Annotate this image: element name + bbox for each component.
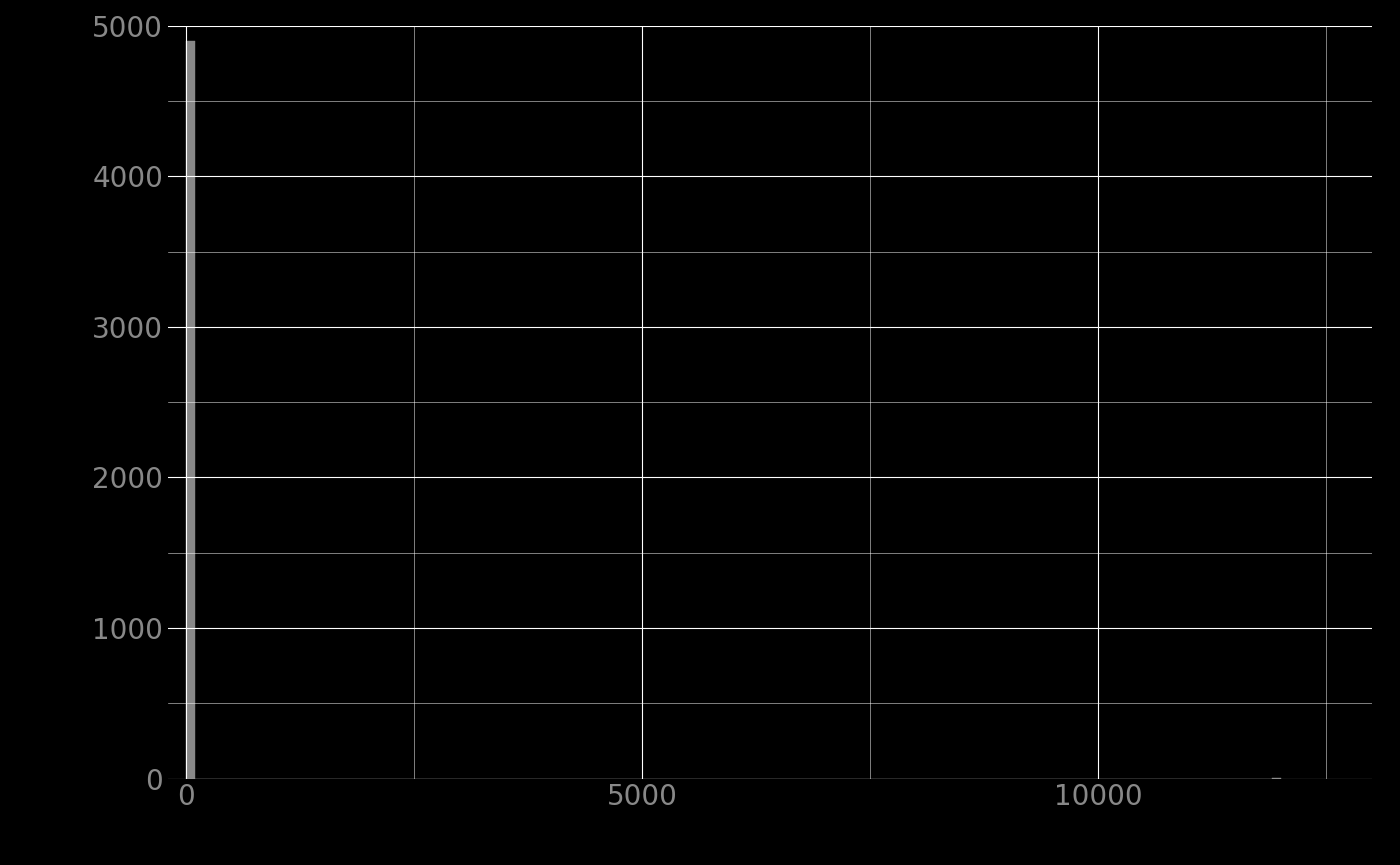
Bar bbox=[186, 41, 195, 778]
